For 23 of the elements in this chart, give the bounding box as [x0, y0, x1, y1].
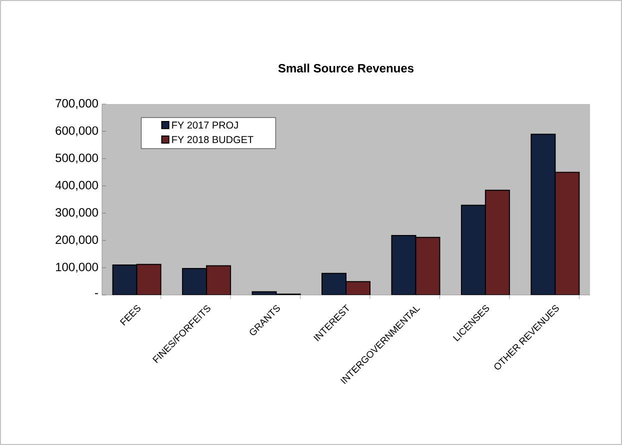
bar: [182, 268, 208, 295]
bar: [322, 272, 346, 295]
bar: [460, 204, 486, 295]
y-tick-label: 400,000: [55, 180, 98, 191]
bar: [112, 264, 138, 295]
bar: [391, 235, 416, 295]
y-tick-label: 600,000: [56, 126, 98, 136]
bar: [415, 236, 440, 295]
y-tick-label: 700,000: [56, 99, 98, 109]
y-tick-label: -: [95, 293, 98, 294]
y-tick-label: 500,000: [56, 154, 98, 164]
bar: [484, 190, 510, 295]
chart-title: Small Source Revenues: [278, 64, 414, 72]
bar: [136, 264, 162, 295]
bar: [554, 172, 580, 295]
y-tick-label: 100,000: [56, 262, 98, 273]
legend-label: FY 2018 BUDGET: [172, 136, 254, 144]
bar: [530, 134, 556, 295]
bar: [206, 265, 232, 295]
y-tick-label: 300,000: [56, 208, 98, 218]
legend-label: FY 2017 PROJ: [172, 122, 238, 129]
y-tick-label: 200,000: [56, 235, 98, 246]
bar: [346, 282, 370, 295]
